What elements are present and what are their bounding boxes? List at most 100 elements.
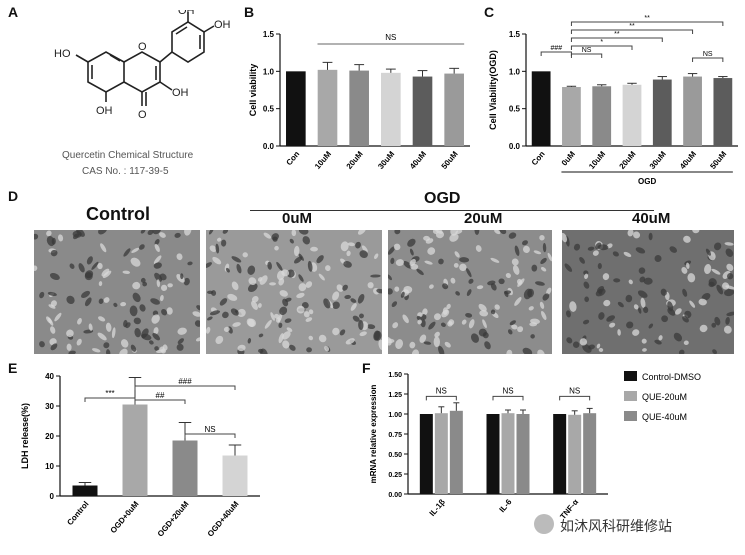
cell <box>541 310 547 320</box>
cell <box>407 238 416 247</box>
wechat-logo-icon <box>534 514 554 534</box>
cell <box>66 343 72 351</box>
cell <box>206 326 211 334</box>
cell <box>442 283 449 290</box>
cell <box>141 333 152 341</box>
cell <box>505 272 511 279</box>
cell <box>279 290 288 297</box>
sig-label: ** <box>644 15 650 22</box>
cell <box>547 252 552 262</box>
oh-label: OH <box>214 19 230 31</box>
cell <box>305 317 313 322</box>
cell <box>298 283 307 292</box>
cell <box>160 284 168 291</box>
cell <box>221 239 227 247</box>
cas-number: CAS No. : 117-39-5 <box>82 166 169 177</box>
cell <box>423 341 432 345</box>
cell <box>324 345 330 352</box>
cell <box>627 230 634 237</box>
cell <box>564 263 573 272</box>
y-tick-label: 10 <box>45 462 54 471</box>
panel-label-b: B <box>244 4 255 20</box>
legend-swatch <box>624 371 637 381</box>
cell <box>282 340 290 349</box>
x-tick-label: 40uM <box>678 149 698 171</box>
cell <box>260 348 268 354</box>
cell <box>152 333 161 341</box>
sig-bracket <box>570 21 724 26</box>
cell <box>282 331 291 340</box>
cell <box>428 321 436 330</box>
cell <box>566 337 573 344</box>
cell <box>103 342 110 349</box>
cell <box>701 293 711 301</box>
cell <box>267 261 272 270</box>
cell <box>113 302 118 307</box>
cell <box>639 276 646 283</box>
cell <box>602 273 610 281</box>
cell <box>648 232 653 241</box>
oxygen-label: O <box>138 41 147 53</box>
cell <box>474 230 480 235</box>
sig-bracket <box>134 385 236 390</box>
bar <box>501 413 515 494</box>
panel-label-f: F <box>362 360 371 376</box>
cell <box>537 349 545 354</box>
cell <box>76 338 82 346</box>
cell <box>50 343 58 351</box>
cell <box>565 310 571 318</box>
x-tick-label: IL-6 <box>497 497 513 514</box>
legend-label: Control-DMSO <box>642 372 701 382</box>
cell <box>726 263 734 272</box>
cell <box>683 340 689 346</box>
cell <box>350 303 357 311</box>
cell <box>355 241 361 249</box>
cell <box>148 340 154 345</box>
ho-label: HO <box>54 48 71 60</box>
cell <box>523 288 533 300</box>
cell <box>409 341 416 349</box>
cell <box>658 335 663 341</box>
cell <box>433 336 440 348</box>
y-tick-label: 1.00 <box>388 412 402 419</box>
cell <box>682 288 688 297</box>
cell <box>212 256 222 265</box>
cell <box>159 232 166 238</box>
cell <box>478 328 487 337</box>
cell <box>100 243 107 253</box>
bar <box>419 414 433 494</box>
cell <box>692 230 700 234</box>
cell <box>296 292 305 299</box>
cell <box>50 300 57 307</box>
cell <box>279 306 288 316</box>
cell <box>468 278 474 284</box>
cell <box>289 344 296 351</box>
cell <box>479 310 489 317</box>
x-tick-label: 40uM <box>408 149 428 171</box>
bar <box>172 440 198 496</box>
cell <box>154 346 159 351</box>
sig-label: NS <box>569 386 580 395</box>
cell <box>242 252 248 258</box>
cell <box>194 320 200 327</box>
cell <box>440 322 446 327</box>
cell <box>151 314 160 324</box>
cell <box>394 286 400 292</box>
cell <box>336 284 344 292</box>
bar <box>652 79 672 146</box>
cell <box>393 243 401 251</box>
cell <box>46 230 52 237</box>
cell <box>724 288 734 297</box>
legend-swatch <box>624 411 637 421</box>
cell <box>318 273 325 281</box>
cell <box>98 316 106 322</box>
micrograph-background <box>34 230 200 354</box>
cell <box>106 349 111 354</box>
cell <box>511 324 518 330</box>
cell <box>139 304 146 312</box>
cell <box>80 290 91 298</box>
y-axis-label: mRNA relative expression <box>369 384 378 483</box>
cell <box>514 297 522 306</box>
cell <box>98 298 104 304</box>
y-tick-label: 0.25 <box>388 472 402 479</box>
